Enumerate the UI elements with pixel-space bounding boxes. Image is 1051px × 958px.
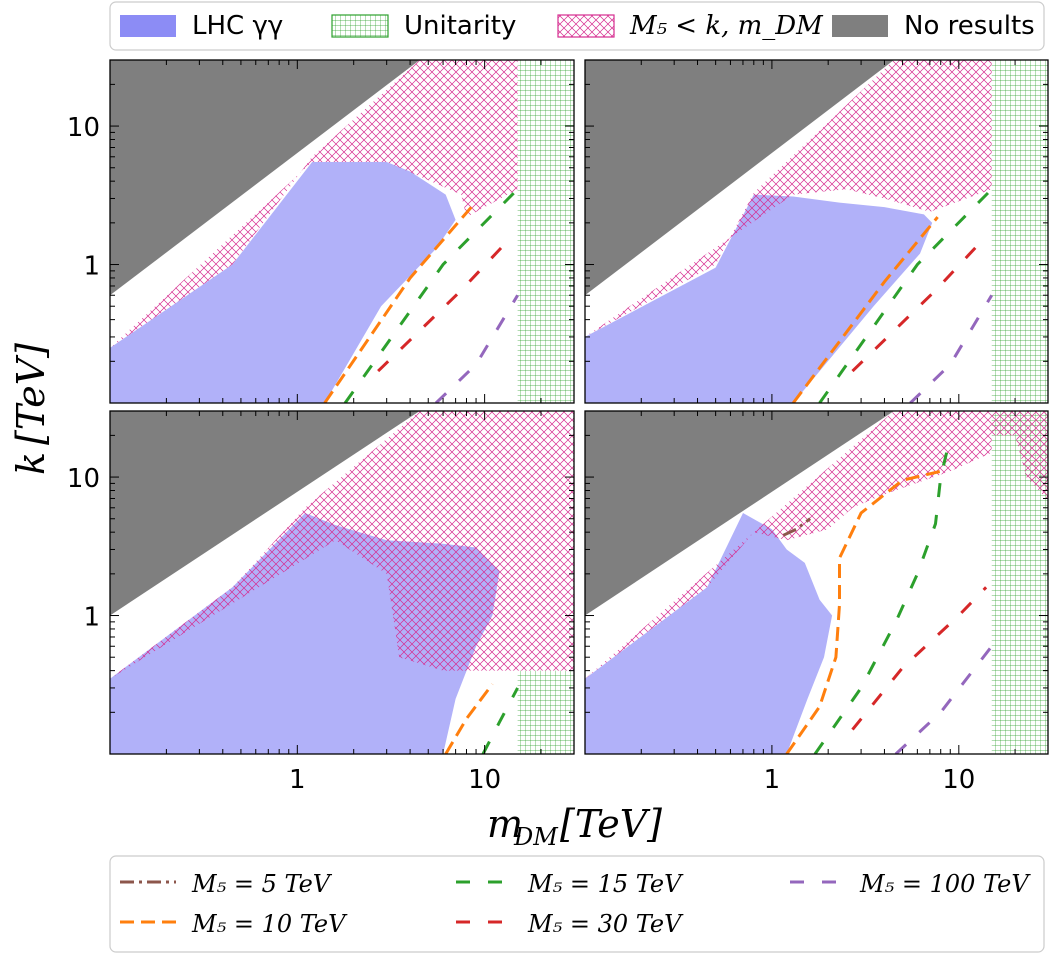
no-results-region	[585, 411, 894, 616]
legend-label-lhc: LHC γγ	[192, 11, 283, 41]
y-tick-label: 1	[83, 252, 100, 282]
panel-top-left: 1 10	[67, 59, 575, 404]
y-axis-title-unit: [TeV]	[9, 343, 53, 445]
contour-100-tev	[434, 294, 519, 403]
y-tick-label: 1	[83, 603, 100, 633]
contour-10-tev	[785, 469, 942, 754]
contour-30-tev	[851, 586, 988, 731]
y-tick-label: 10	[67, 464, 100, 494]
unitarity-region	[517, 60, 574, 403]
ticks	[109, 59, 575, 404]
panels: 1 10 1 10 1 10 1 10	[67, 59, 1049, 795]
contour-100-tev	[909, 294, 993, 403]
panel-bottom-left: 1 10 1 10	[67, 410, 575, 795]
panel-frame	[584, 410, 1049, 755]
x-tick-label: 1	[764, 765, 781, 795]
contour-30-tev	[377, 235, 514, 373]
legend-label-m5-30: M₅ = 30 TeV	[527, 910, 684, 938]
legend-swatch-unitarity	[331, 14, 389, 38]
x-axis-title-unit: [TeV]	[560, 802, 662, 846]
contour-10-tev	[323, 206, 473, 403]
no-results-region	[585, 60, 894, 296]
legend-label-m5-100: M₅ = 100 TeV	[859, 870, 1031, 898]
legend-label-m5-5: M₅ = 5 TeV	[191, 870, 333, 898]
ticks	[109, 410, 575, 755]
legend-swatch-no-results	[832, 15, 888, 37]
m5-constraint-corner-region	[991, 411, 1048, 501]
y-axis-title: k [TeV]	[9, 343, 53, 475]
m5-constraint-region	[585, 411, 992, 679]
m5-constraint-region	[110, 60, 518, 348]
contour-10-tev	[444, 683, 494, 754]
x-axis-title-sub: DM	[513, 823, 559, 851]
ticks	[584, 410, 1049, 755]
legend-label-unitarity: Unitarity	[404, 11, 516, 41]
x-axis-title: m DM [TeV]	[487, 802, 662, 851]
contour-30-tev	[851, 235, 988, 373]
legend-label-m5-15: M₅ = 15 TeV	[527, 870, 684, 898]
no-results-region	[110, 411, 420, 616]
x-axis-title-main: m	[487, 802, 523, 846]
legend-label-no-results: No results	[904, 11, 1035, 41]
y-tick-label: 10	[67, 113, 100, 143]
panel-frame	[109, 59, 575, 404]
panel-top-right	[584, 59, 1049, 404]
top-legend: LHC γγ Unitarity M₅ < k, m_DM No results	[109, 1, 1045, 51]
legend-swatch-lhc	[120, 15, 176, 37]
panel-bottom-right: 1 10	[584, 410, 1049, 795]
no-results-region	[110, 60, 420, 296]
legend-label-m5-10: M₅ = 10 TeV	[191, 910, 348, 938]
unitarity-region	[991, 60, 1048, 403]
m5-constraint-region	[110, 411, 574, 679]
panel-frame	[584, 59, 1049, 404]
m5-constraint-region	[585, 60, 992, 337]
x-tick-label: 10	[942, 765, 975, 795]
unitarity-region	[517, 670, 574, 754]
legend-label-m5-constraint: M₅ < k, m_DM	[629, 11, 824, 41]
contour-10-tev	[792, 216, 939, 403]
y-axis-title-main: k	[9, 452, 53, 475]
lhc-region	[585, 513, 833, 754]
panel-frame	[109, 410, 575, 755]
contour-15-tev	[481, 687, 519, 754]
x-tick-label: 1	[289, 765, 306, 795]
lhc-region	[585, 194, 933, 403]
bottom-legend: M₅ = 5 TeV M₅ = 10 TeV M₅ = 15 TeV M₅ = …	[109, 855, 1045, 953]
contour-5-tev	[782, 517, 812, 537]
x-tick-label: 10	[468, 765, 501, 795]
lhc-region	[110, 162, 456, 403]
legend-swatch-m5-constraint	[557, 14, 615, 38]
contour-15-tev	[818, 188, 993, 403]
contour-15-tev	[343, 188, 519, 403]
ticks	[584, 59, 1049, 404]
